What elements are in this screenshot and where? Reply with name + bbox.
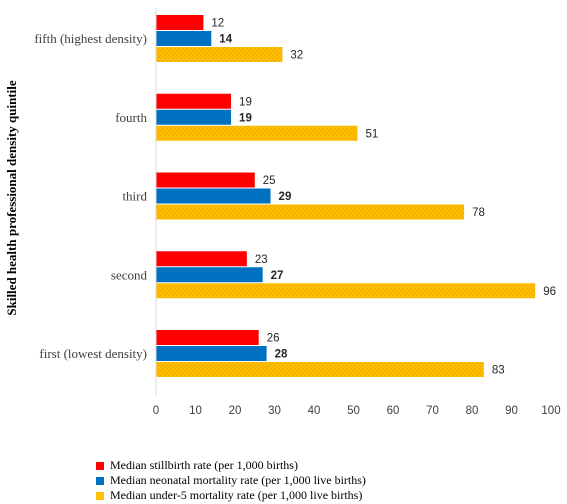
x-tick-label: 30 [268, 405, 281, 417]
legend-label-neonatal: Median neonatal mortality rate (per 1,00… [110, 473, 366, 487]
bar [156, 267, 263, 283]
x-tick-label: 50 [347, 405, 360, 417]
x-tick-label: 0 [153, 405, 159, 417]
data-label: 83 [492, 365, 505, 377]
data-label: 29 [279, 191, 292, 203]
bar [156, 188, 271, 204]
data-label: 25 [263, 175, 276, 187]
category-label: third [122, 189, 147, 204]
legend-swatch-neonatal [96, 476, 104, 485]
data-label: 28 [275, 349, 288, 361]
category-label: fifth (highest density) [34, 31, 147, 46]
bar [156, 346, 267, 361]
category-label: first (lowest density) [39, 346, 147, 361]
legend-item-under5: Median under-5 mortality rate (per 1,000… [96, 488, 436, 503]
legend: Median stillbirth rate (per 1,000 births… [96, 458, 436, 503]
legend-swatch-stillbirth [96, 461, 104, 470]
x-tick-label: 90 [505, 405, 518, 417]
bar [156, 204, 465, 220]
bar [156, 251, 247, 267]
bar [156, 93, 232, 109]
bar [156, 15, 204, 30]
data-label: 78 [472, 207, 485, 219]
category-label: second [111, 267, 148, 282]
legend-item-neonatal: Median neonatal mortality rate (per 1,00… [96, 473, 436, 488]
bar [156, 109, 232, 125]
bar [156, 283, 536, 299]
bar [156, 125, 358, 141]
y-axis-label: Skilled health professional density quin… [4, 80, 19, 315]
x-tick-label: 60 [387, 405, 400, 417]
legend-swatch-under5 [96, 491, 104, 500]
bar [156, 330, 259, 345]
x-tick-label: 10 [189, 405, 202, 417]
bar [156, 31, 212, 46]
data-label: 27 [271, 270, 284, 282]
bar [156, 47, 283, 62]
data-label: 23 [255, 254, 268, 266]
x-tick-label: 100 [541, 405, 560, 417]
x-tick-label: 40 [308, 405, 321, 417]
x-tick-label: 20 [229, 405, 242, 417]
bar [156, 362, 484, 377]
category-label: fourth [115, 110, 147, 125]
data-label: 14 [219, 34, 232, 46]
legend-label-stillbirth: Median stillbirth rate (per 1,000 births… [110, 458, 298, 472]
data-label: 26 [267, 333, 280, 345]
data-label: 51 [365, 128, 378, 140]
data-label: 96 [543, 286, 556, 298]
x-tick-label: 80 [466, 405, 479, 417]
bar [156, 172, 255, 188]
data-label: 32 [290, 50, 303, 62]
data-label: 19 [239, 112, 252, 124]
x-tick-label: 70 [426, 405, 439, 417]
legend-label-under5: Median under-5 mortality rate (per 1,000… [110, 488, 363, 502]
data-label: 19 [239, 96, 252, 108]
data-label: 12 [211, 18, 224, 30]
legend-item-stillbirth: Median stillbirth rate (per 1,000 births… [96, 458, 436, 473]
